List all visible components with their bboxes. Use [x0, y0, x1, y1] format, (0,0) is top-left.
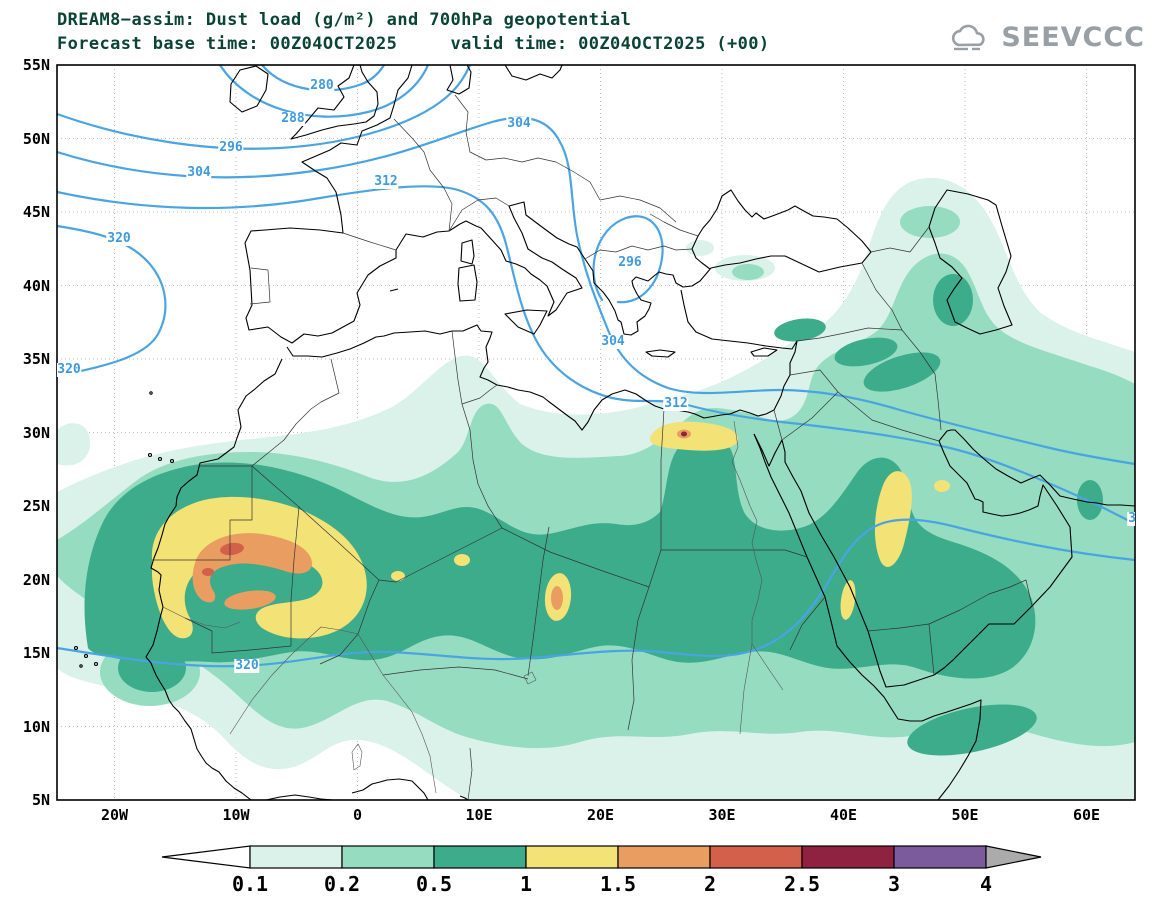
contour-304	[57, 116, 1135, 466]
colorbar-tick-0.2: 0.2	[323, 872, 361, 896]
geopotential-label-288: 288	[280, 111, 306, 126]
lat-tick-5N: 5N	[31, 791, 50, 809]
lat-tick-55N: 55N	[22, 56, 50, 74]
lon-tick-50E: 50E	[951, 806, 979, 824]
colorbar-tick-2: 2	[703, 872, 717, 896]
lat-tick-35N: 35N	[22, 350, 50, 368]
lat-tick-40N: 40N	[22, 276, 50, 295]
geopotential-label-320: 320	[57, 362, 82, 377]
geopotential-label-296: 296	[617, 255, 643, 270]
lat-tick-20N: 20N	[22, 570, 50, 589]
contour-296-atlantic	[57, 65, 472, 150]
lat-tick-50N: 50N	[22, 129, 50, 148]
geopotential-label-312: 312	[1127, 512, 1135, 526]
logo-text: SEEVCCC	[1001, 22, 1145, 53]
lon-tick-40E: 40E	[829, 806, 858, 824]
contour-288	[218, 65, 430, 118]
lat-tick-30N: 30N	[22, 423, 50, 442]
lat-tick-10N: 10N	[22, 717, 50, 736]
lon-tick-0: 0	[352, 806, 363, 824]
contour-280	[260, 65, 386, 92]
geopotential-label-320: 320	[234, 658, 260, 673]
lon-tick-20E: 20E	[586, 806, 615, 824]
country-border-layer	[152, 94, 1033, 800]
contour-label-layer: 280 288 296 304 304 312 320 320 296 304 312 320 312	[57, 65, 1135, 800]
geopotential-contour-layer	[57, 65, 1135, 668]
contour-320-africa	[57, 518, 1135, 668]
geopotential-label-304: 304	[506, 116, 532, 131]
geopotential-label-312: 312	[373, 174, 399, 189]
lon-tick-10E: 10E	[465, 806, 493, 824]
lon-tick-10W: 10W	[222, 806, 250, 824]
coastline-layer	[73, 65, 1135, 800]
chart-title-line2: Forecast base time: 00Z04OCT2025 valid t…	[57, 34, 770, 54]
lon-tick-20W: 20W	[100, 806, 129, 824]
lon-tick-60E: 60E	[1072, 806, 1101, 824]
dust-load-fill-layer	[57, 177, 1135, 800]
colorbar-tick-4: 4	[979, 872, 993, 896]
lat-tick-25N: 25N	[22, 497, 50, 515]
lat-tick-15N: 15N	[22, 644, 50, 662]
geopotential-label-280: 280	[309, 78, 335, 93]
geopotential-label-296: 296	[218, 140, 244, 155]
chart-title-line1: DREAM8−assim: Dust load (g/m²) and 700hP…	[57, 10, 632, 30]
contour-312	[57, 185, 1135, 526]
cloud-icon	[952, 24, 985, 50]
contour-296-balkans	[592, 215, 664, 304]
colorbar-tick-0.5: 0.5	[415, 872, 453, 896]
seevccc-logo: SEEVCCC	[947, 22, 1145, 53]
geopotential-label-304: 304	[186, 165, 212, 180]
colorbar-tick-1: 1	[519, 872, 533, 896]
river-layer	[162, 420, 784, 794]
lat-tick-45N: 45N	[22, 203, 50, 221]
colorbar-tick-3: 3	[887, 872, 901, 896]
lon-tick-30E: 30E	[708, 806, 736, 824]
colorbar-tick-1.5: 1.5	[599, 872, 637, 896]
geopotential-label-320: 320	[106, 231, 132, 246]
geopotential-label-304: 304	[600, 334, 626, 349]
colorbar-tick-2.5: 2.5	[783, 872, 821, 896]
colorbar	[161, 845, 1042, 869]
map-frame	[56, 64, 1136, 801]
colorbar-tick-0.1: 0.1	[231, 872, 269, 896]
geopotential-label-312: 312	[663, 396, 689, 411]
